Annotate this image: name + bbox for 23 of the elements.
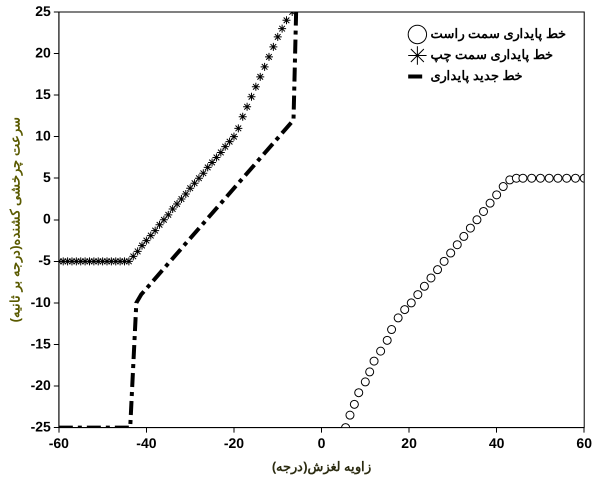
x-axis-title: زاویه لغزش(درجه) bbox=[272, 458, 372, 475]
x-tick-label: -20 bbox=[224, 434, 244, 451]
x-tick-label: -60 bbox=[48, 434, 70, 451]
y-tick-label: 15 bbox=[35, 86, 52, 102]
y-tick-label: -10 bbox=[30, 294, 52, 310]
legend-label: خط جدید پایداری bbox=[430, 68, 523, 84]
x-tick-label: 0 bbox=[318, 434, 326, 451]
y-tick-label: 10 bbox=[35, 128, 52, 144]
legend-label: خط پایداری سمت چپ bbox=[430, 47, 554, 64]
x-tick-label: 60 bbox=[576, 434, 592, 451]
x-tick-label: -40 bbox=[136, 434, 157, 451]
x-tick-label: 20 bbox=[401, 434, 418, 451]
y-tick-label: 5 bbox=[43, 169, 52, 186]
y-axis-title: سرعت چرخشی کشنده(درجه بر ثانیه) bbox=[7, 117, 24, 322]
y-tick-label: 20 bbox=[35, 44, 52, 60]
y-tick-label: -20 bbox=[30, 376, 52, 393]
x-tick-label: 40 bbox=[488, 434, 505, 451]
y-tick-label: 25 bbox=[35, 2, 52, 19]
legend-label: خط پایداری سمت راست bbox=[430, 26, 566, 42]
y-tick-label: -5 bbox=[38, 252, 52, 268]
y-tick-label: -15 bbox=[30, 335, 52, 352]
y-tick-label: -25 bbox=[30, 418, 52, 434]
y-tick-label: 0 bbox=[43, 210, 52, 227]
